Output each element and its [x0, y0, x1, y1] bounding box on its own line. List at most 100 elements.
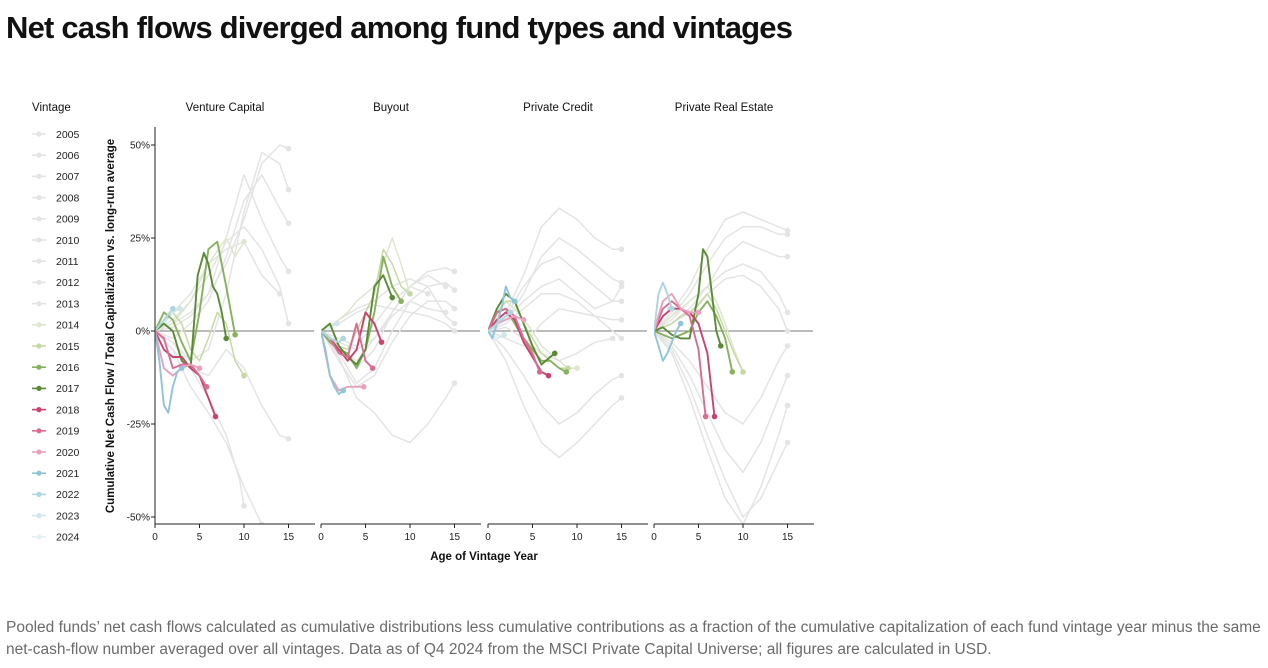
x-tick-label: 0	[152, 532, 158, 543]
series-2022[interactable]	[155, 305, 176, 332]
series-end-point	[784, 343, 791, 349]
panel-private-credit: Private Credit 0 5 10 15	[485, 102, 648, 543]
legend-item-2007[interactable]: 2007	[32, 171, 80, 183]
legend-item-2013[interactable]: 2013	[32, 298, 80, 310]
series-2021[interactable]	[155, 330, 185, 414]
panel-title: Private Credit	[523, 102, 593, 114]
legend-item-2022[interactable]: 2022	[32, 489, 80, 501]
series-2009[interactable]	[654, 330, 791, 524]
series-end-point	[551, 350, 558, 357]
legend-swatch-dot	[36, 216, 42, 222]
series-2022[interactable]	[654, 281, 675, 332]
series-2020[interactable]	[654, 292, 702, 332]
series-end-point	[212, 413, 219, 420]
legend-item-2008[interactable]: 2008	[32, 192, 80, 204]
series-end-point	[369, 365, 376, 372]
series-2011[interactable]	[654, 330, 791, 425]
series-2012[interactable]	[155, 330, 265, 527]
x-tick-label: 10	[238, 532, 250, 543]
series-2022[interactable]	[488, 309, 514, 332]
series-end-point	[178, 365, 185, 372]
legend-label: 2019	[56, 426, 80, 438]
legend-item-2024[interactable]: 2024	[32, 532, 80, 544]
series-line	[155, 240, 281, 332]
legend-item-2014[interactable]: 2014	[32, 320, 80, 332]
series-2017[interactable]	[155, 251, 229, 370]
series-line	[654, 322, 682, 362]
series-2016[interactable]	[155, 240, 238, 362]
series-2005[interactable]	[488, 207, 625, 332]
series-2007[interactable]	[155, 174, 292, 340]
legend-item-2017[interactable]: 2017	[32, 383, 80, 395]
x-tick-label: 15	[283, 532, 295, 543]
series-2021[interactable]	[321, 330, 347, 396]
series-2022[interactable]	[321, 330, 347, 344]
x-tick-label: 15	[616, 532, 628, 543]
series-2019[interactable]	[155, 330, 210, 390]
legend-item-2018[interactable]: 2018	[32, 404, 80, 416]
series-2013[interactable]	[654, 274, 791, 334]
legend-item-2015[interactable]: 2015	[32, 341, 80, 353]
legend-label: 2005	[56, 129, 80, 141]
legend-label: 2015	[56, 341, 80, 353]
series-2011[interactable]	[155, 330, 292, 442]
series-2009[interactable]	[155, 226, 292, 332]
series-end-point	[784, 328, 791, 334]
panel-title: Buyout	[373, 102, 410, 114]
series-2008[interactable]	[155, 174, 292, 332]
legend-label: 2006	[56, 150, 80, 162]
legend-item-2019[interactable]: 2019	[32, 426, 80, 438]
series-2009[interactable]	[488, 330, 625, 425]
legend-item-2011[interactable]: 2011	[32, 256, 79, 268]
panels: Venture Capital 0 5 10 15 50% 25% 0% -25% -50% Buy…	[127, 102, 814, 543]
series-2021[interactable]	[654, 320, 684, 362]
series-2011[interactable]	[321, 274, 449, 351]
series-2016[interactable]	[654, 300, 736, 375]
y-tick-label: 50%	[130, 141, 150, 152]
legend-item-2021[interactable]: 2021	[32, 468, 80, 480]
x-tick-label: 0	[318, 532, 324, 543]
series-line	[488, 285, 516, 340]
series-2006[interactable]	[321, 281, 458, 384]
legend-item-2023[interactable]: 2023	[32, 510, 80, 522]
series-end-point	[177, 305, 183, 312]
series-2008[interactable]	[321, 330, 458, 444]
series-2017[interactable]	[654, 248, 724, 349]
series-end-point	[203, 384, 210, 390]
legend-item-2016[interactable]: 2016	[32, 362, 80, 374]
legend-item-2006[interactable]: 2006	[32, 150, 80, 162]
series-2017[interactable]	[488, 292, 558, 366]
legend-label: 2013	[56, 298, 80, 310]
legend-item-2020[interactable]: 2020	[32, 447, 80, 459]
legend-item-2010[interactable]: 2010	[32, 235, 80, 247]
series-line	[155, 240, 237, 362]
series-end-point	[784, 309, 791, 316]
series-end-point	[232, 331, 238, 338]
series-2015[interactable]	[155, 311, 247, 379]
series-2017[interactable]	[321, 274, 396, 366]
legend-item-2005[interactable]: 2005	[32, 129, 80, 141]
series-2010[interactable]	[654, 330, 791, 474]
legend-label: 2021	[56, 468, 80, 480]
series-2006[interactable]	[155, 151, 292, 362]
panel-private-real-estate: Private Real Estate 0 5 10 15	[651, 102, 814, 543]
legend-label: 2017	[56, 383, 80, 395]
series-2015[interactable]	[654, 293, 746, 375]
series-2018[interactable]	[155, 330, 219, 420]
legend-item-2012[interactable]: 2012	[32, 277, 80, 289]
series-line	[321, 330, 456, 444]
series-2012[interactable]	[654, 263, 791, 332]
series-2010[interactable]	[488, 330, 625, 459]
series-2014[interactable]	[321, 237, 413, 332]
legend-swatch-dot	[36, 195, 42, 201]
series-2008[interactable]	[488, 307, 625, 347]
series-2021[interactable]	[488, 285, 518, 340]
legend-item-2009[interactable]: 2009	[32, 214, 80, 226]
series-end-point	[702, 413, 709, 420]
legend-swatch-dot	[36, 343, 42, 349]
series-2009[interactable]	[321, 304, 458, 334]
series-end-point	[285, 320, 292, 327]
series-2010[interactable]	[155, 240, 283, 332]
series-line	[155, 330, 208, 388]
series-2008[interactable]	[654, 330, 791, 518]
